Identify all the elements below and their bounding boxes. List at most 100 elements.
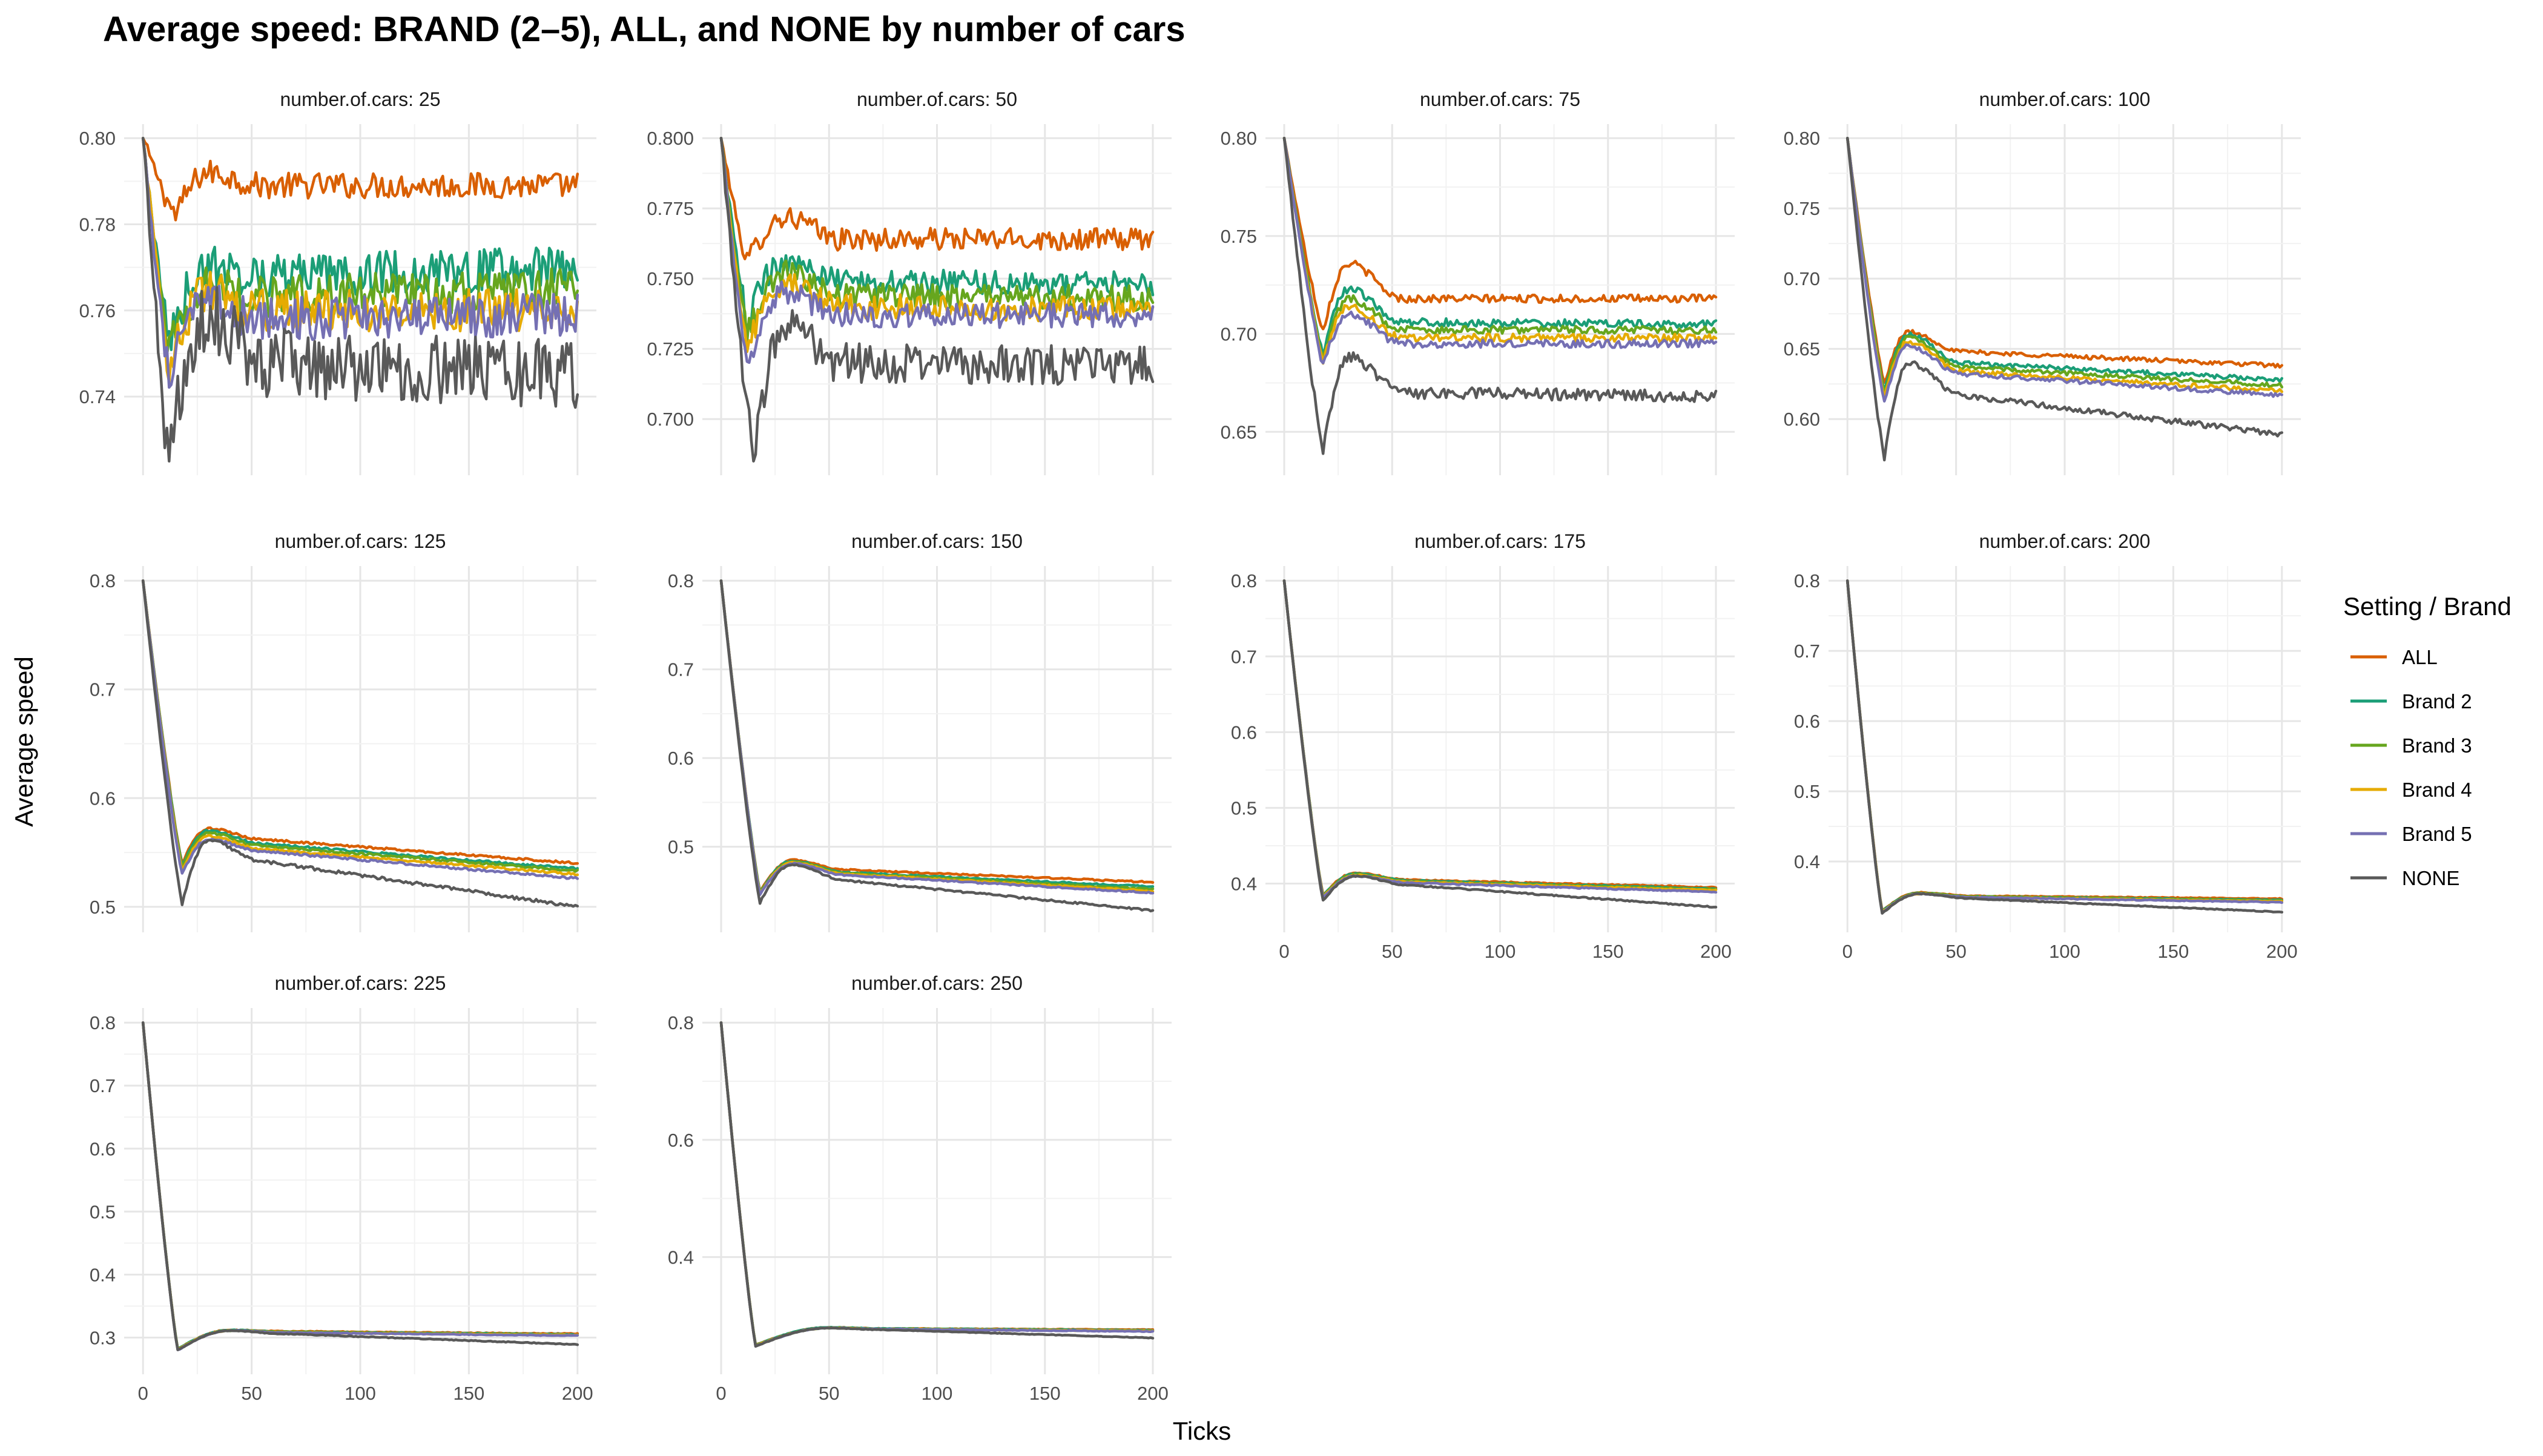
facet-strip-label: number.of.cars: 175	[1414, 530, 1586, 552]
y-tick-label: 0.6	[90, 1138, 116, 1159]
y-tick-label: 0.6	[1231, 722, 1257, 743]
facet-strip-label: number.of.cars: 25	[280, 88, 440, 110]
x-tick-label: 0	[716, 1383, 726, 1404]
x-tick-label: 200	[1700, 941, 1732, 962]
series-line	[1282, 136, 1718, 455]
y-tick-label: 0.5	[90, 897, 116, 918]
series-line	[1845, 579, 2284, 915]
y-tick-label: 0.8	[90, 570, 116, 591]
legend-item: Brand 4	[2350, 779, 2472, 801]
legend-label: Brand 5	[2402, 823, 2472, 845]
y-axis-title: Average speed	[10, 656, 38, 827]
y-tick-label: 0.3	[90, 1327, 116, 1348]
y-tick-label: 0.4	[668, 1247, 694, 1268]
series-line	[141, 136, 579, 222]
y-tick-label: 0.6	[1794, 711, 1820, 732]
x-tick-label: 50	[1945, 941, 1966, 962]
y-tick-label: 0.775	[647, 198, 694, 219]
x-axis-title: Ticks	[1173, 1417, 1231, 1445]
y-tick-label: 0.5	[1231, 797, 1257, 819]
x-tick-label: 150	[1592, 941, 1624, 962]
y-tick-label: 0.80	[1784, 128, 1820, 149]
legend-item: Brand 3	[2350, 734, 2472, 757]
facet-panel: number.of.cars: 200 0.4 0.5 0.6 0.7 0.8 0 50 100…	[1794, 530, 2301, 962]
series-line	[1845, 136, 2284, 462]
y-tick-label: 0.70	[1221, 324, 1257, 345]
y-tick-label: 0.7	[668, 659, 694, 680]
y-tick-label: 0.76	[79, 300, 116, 321]
facet-panel: number.of.cars: 50 0.700 0.725 0.750 0.775 0.…	[647, 88, 1172, 475]
facet-panel: number.of.cars: 250 0.4 0.6 0.8 0 50 100 150 200	[668, 972, 1172, 1404]
x-tick-label: 50	[819, 1383, 839, 1404]
legend-title: Setting / Brand	[2343, 592, 2512, 621]
x-tick-label: 100	[922, 1383, 953, 1404]
legend-item: Brand 2	[2350, 690, 2472, 713]
y-tick-label: 0.5	[1794, 781, 1820, 802]
legend-label: Brand 3	[2402, 734, 2472, 757]
y-tick-label: 0.8	[90, 1012, 116, 1033]
y-tick-label: 0.7	[1231, 646, 1257, 667]
y-tick-label: 0.78	[79, 214, 116, 235]
y-tick-label: 0.8	[668, 570, 694, 591]
x-tick-label: 50	[1382, 941, 1402, 962]
series-line	[719, 1021, 1155, 1348]
series-line	[1282, 136, 1718, 357]
y-tick-label: 0.65	[1221, 421, 1257, 443]
y-tick-label: 0.75	[1221, 226, 1257, 247]
facet-panel: number.of.cars: 225 0.3 0.4 0.5 0.6 0.7 0.8 0 50…	[90, 972, 596, 1404]
facet-strip-label: number.of.cars: 125	[275, 530, 446, 552]
facet-panel: number.of.cars: 75 0.65 0.70 0.75 0.80	[1221, 88, 1735, 475]
facet-panel: number.of.cars: 100 0.60 0.65 0.70 0.75 0.80	[1784, 88, 2301, 475]
y-tick-label: 0.80	[79, 128, 116, 149]
series-line	[719, 136, 1155, 343]
y-tick-label: 0.8	[1231, 570, 1257, 591]
series-line	[141, 136, 579, 463]
facet-panel: number.of.cars: 175 0.4 0.5 0.6 0.7 0.8 0 50 100…	[1231, 530, 1735, 962]
y-tick-label: 0.74	[79, 386, 116, 407]
y-tick-label: 0.70	[1784, 268, 1820, 289]
y-tick-label: 0.5	[668, 837, 694, 858]
legend: Setting / Brand ALL Brand 2 Brand 3 Brand 4…	[2343, 592, 2512, 889]
y-tick-label: 0.4	[1231, 874, 1257, 895]
x-tick-label: 100	[1485, 941, 1516, 962]
legend-item: NONE	[2350, 867, 2459, 889]
y-tick-label: 0.700	[647, 409, 694, 430]
series-line	[1845, 136, 2284, 384]
series-line	[719, 136, 1155, 260]
x-tick-label: 50	[241, 1383, 262, 1404]
series-line	[719, 136, 1155, 364]
y-tick-label: 0.6	[668, 1130, 694, 1151]
chart-title: Average speed: BRAND (2–5), ALL, and NON…	[103, 10, 1186, 49]
y-tick-label: 0.5	[90, 1201, 116, 1222]
x-tick-label: 0	[1842, 941, 1853, 962]
series-line	[719, 136, 1155, 334]
series-line	[141, 1021, 579, 1351]
y-tick-label: 0.60	[1784, 409, 1820, 430]
x-tick-label: 0	[138, 1383, 148, 1404]
y-tick-label: 0.8	[668, 1012, 694, 1033]
facet-panel: number.of.cars: 25 0.74 0.76 0.78 0.80	[79, 88, 596, 475]
y-tick-label: 0.750	[647, 268, 694, 289]
legend-item: Brand 5	[2350, 823, 2472, 845]
series-line	[141, 579, 579, 877]
y-tick-label: 0.8	[1794, 570, 1820, 591]
legend-label: ALL	[2402, 646, 2438, 668]
y-tick-label: 0.75	[1784, 198, 1820, 219]
y-tick-label: 0.7	[90, 1075, 116, 1096]
x-tick-label: 150	[454, 1383, 485, 1404]
facet-strip-label: number.of.cars: 200	[1979, 530, 2151, 552]
legend-label: Brand 2	[2402, 690, 2472, 713]
series-line	[719, 136, 1155, 463]
series-line	[1845, 136, 2284, 394]
facet-panel: number.of.cars: 125 0.5 0.6 0.7 0.8	[90, 530, 596, 932]
series-line	[719, 579, 1155, 893]
x-tick-label: 0	[1279, 941, 1289, 962]
series-line	[1282, 136, 1718, 331]
legend-label: Brand 4	[2402, 779, 2472, 801]
facet-panel: number.of.cars: 150 0.5 0.6 0.7 0.8	[668, 530, 1172, 932]
y-tick-label: 0.800	[647, 128, 694, 149]
facet-strip-label: number.of.cars: 50	[857, 88, 1017, 110]
series-line	[141, 579, 579, 908]
